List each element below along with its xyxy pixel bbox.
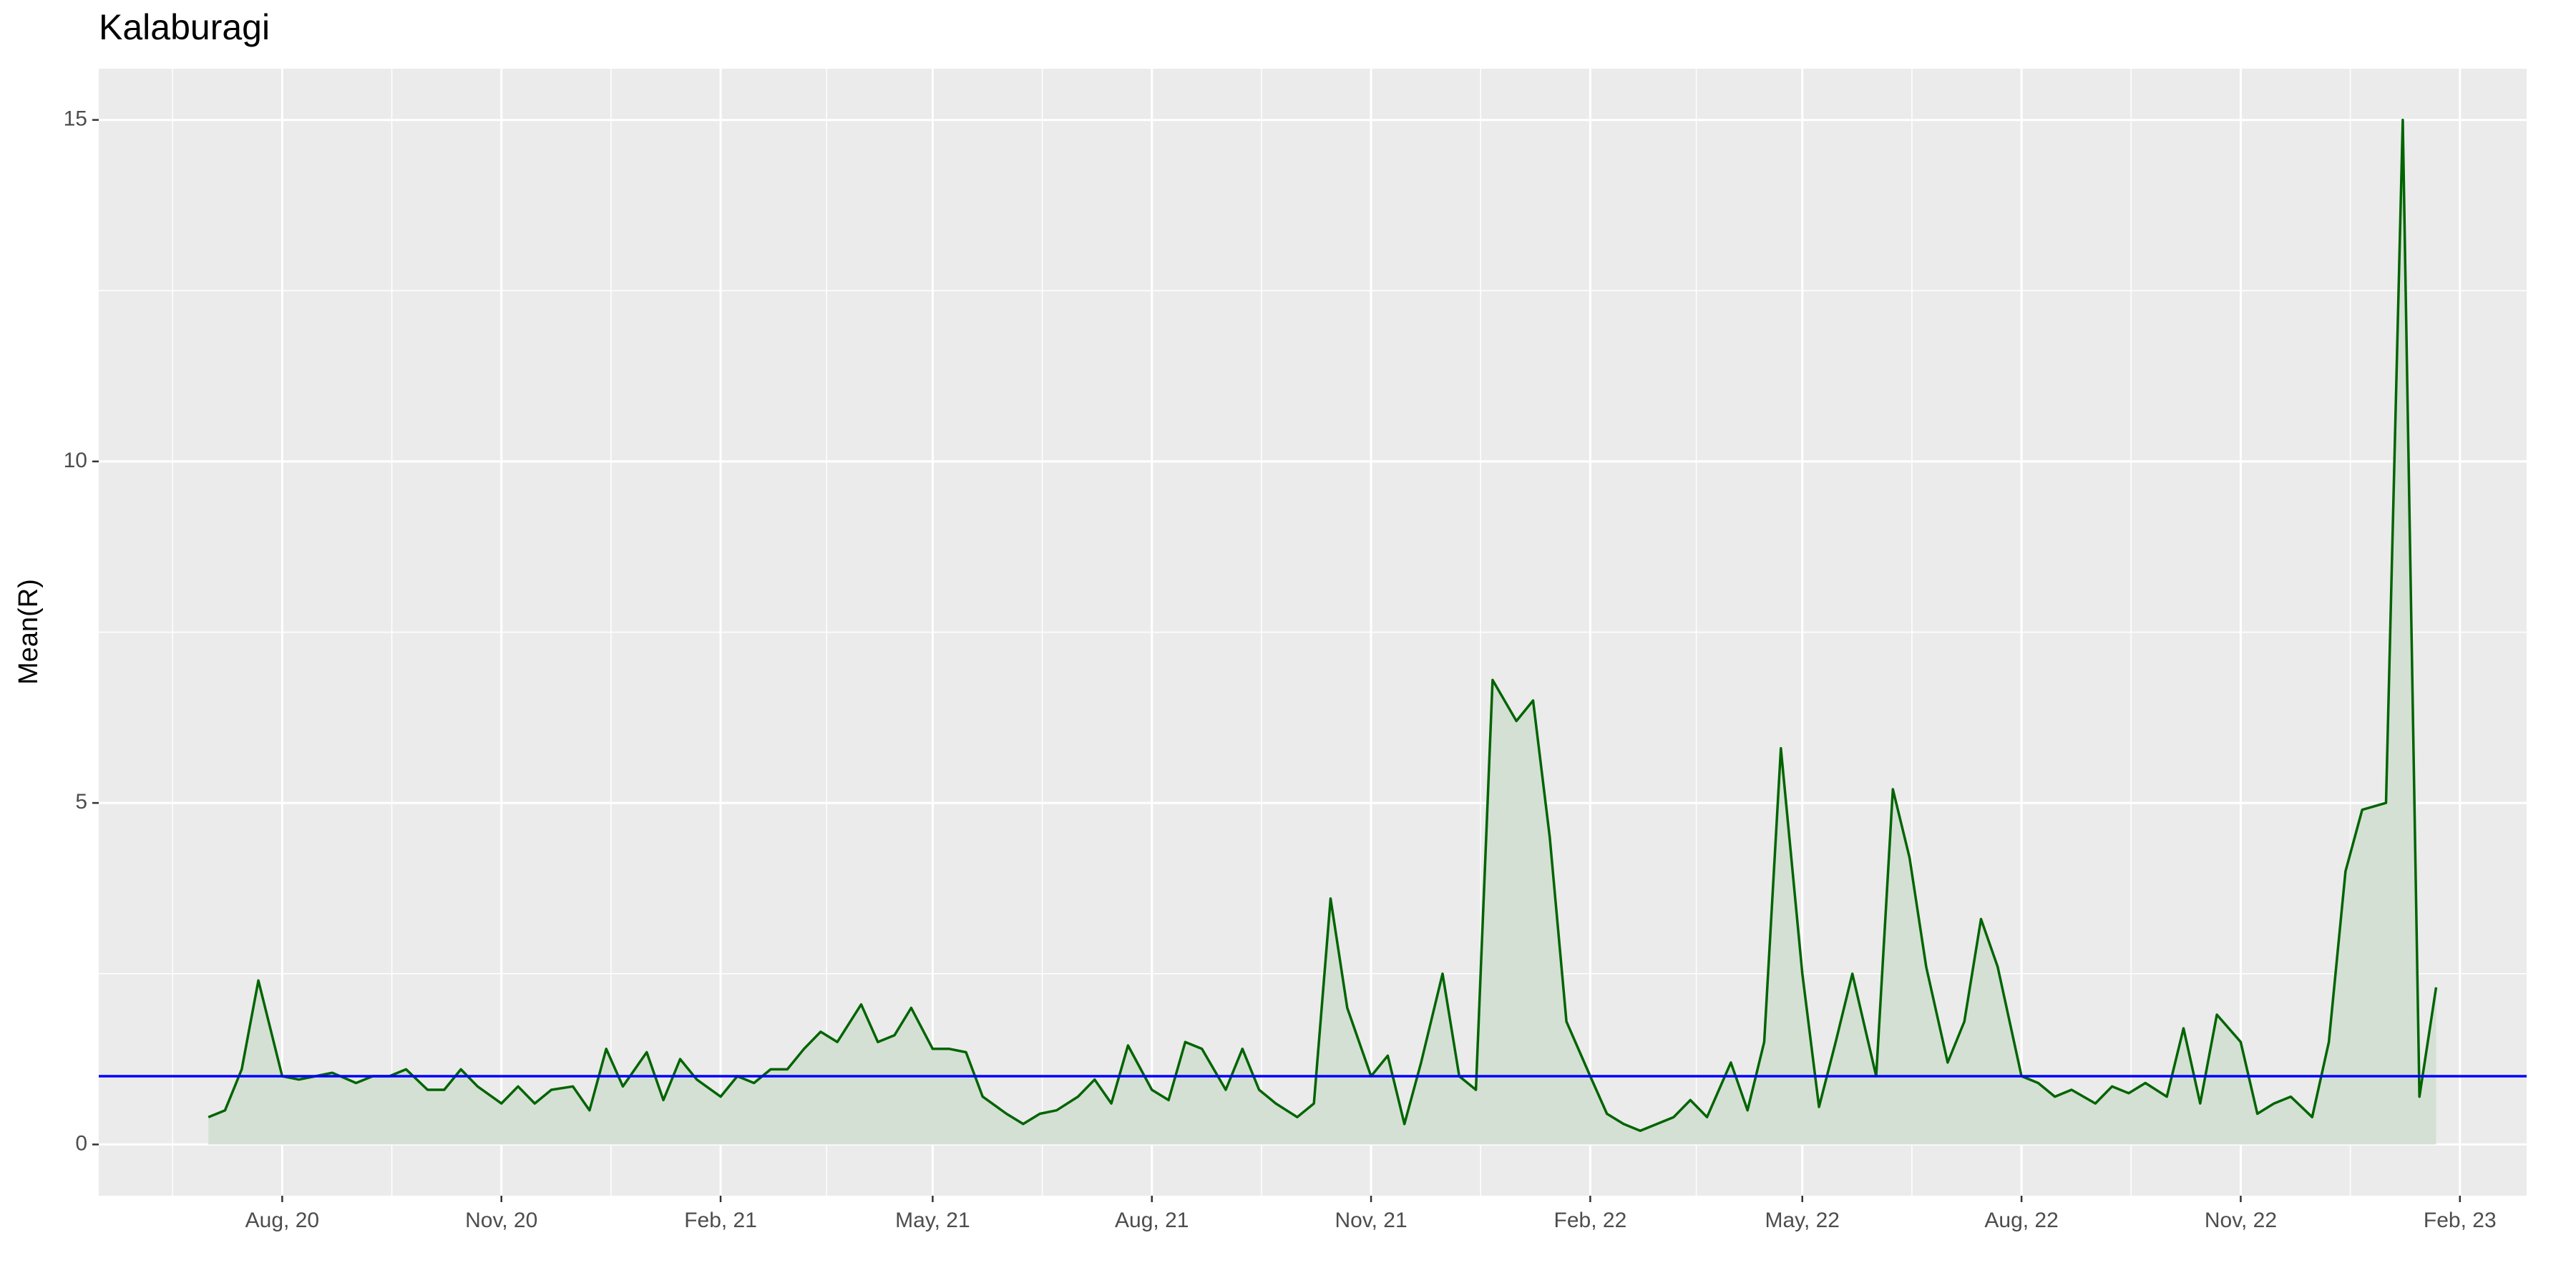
chart-title: Kalaburagi xyxy=(99,7,270,47)
x-tick-label: Nov, 20 xyxy=(465,1209,537,1232)
x-tick-label: Aug, 20 xyxy=(245,1209,319,1232)
x-tick-label: Nov, 21 xyxy=(1335,1209,1407,1232)
y-tick-label: 5 xyxy=(75,790,87,814)
y-tick-label: 10 xyxy=(64,449,87,472)
x-tick-label: Aug, 21 xyxy=(1115,1209,1189,1232)
marks xyxy=(99,118,2527,1145)
x-tick-label: Aug, 22 xyxy=(1984,1209,2058,1232)
y-tick-label: 15 xyxy=(64,107,87,131)
area xyxy=(208,119,2436,1145)
x-tick-label: Feb, 23 xyxy=(2424,1209,2497,1232)
x-tick-label: Feb, 21 xyxy=(684,1209,757,1232)
y-axis-label: Mean(R) xyxy=(14,579,44,685)
x-tick-label: Nov, 22 xyxy=(2205,1209,2277,1232)
line xyxy=(208,118,2438,1133)
x-tick-label: May, 21 xyxy=(895,1209,970,1232)
y-tick-label: 0 xyxy=(75,1131,87,1155)
x-tick-label: May, 22 xyxy=(1765,1209,1840,1232)
x-tick-label: Feb, 22 xyxy=(1554,1209,1627,1232)
